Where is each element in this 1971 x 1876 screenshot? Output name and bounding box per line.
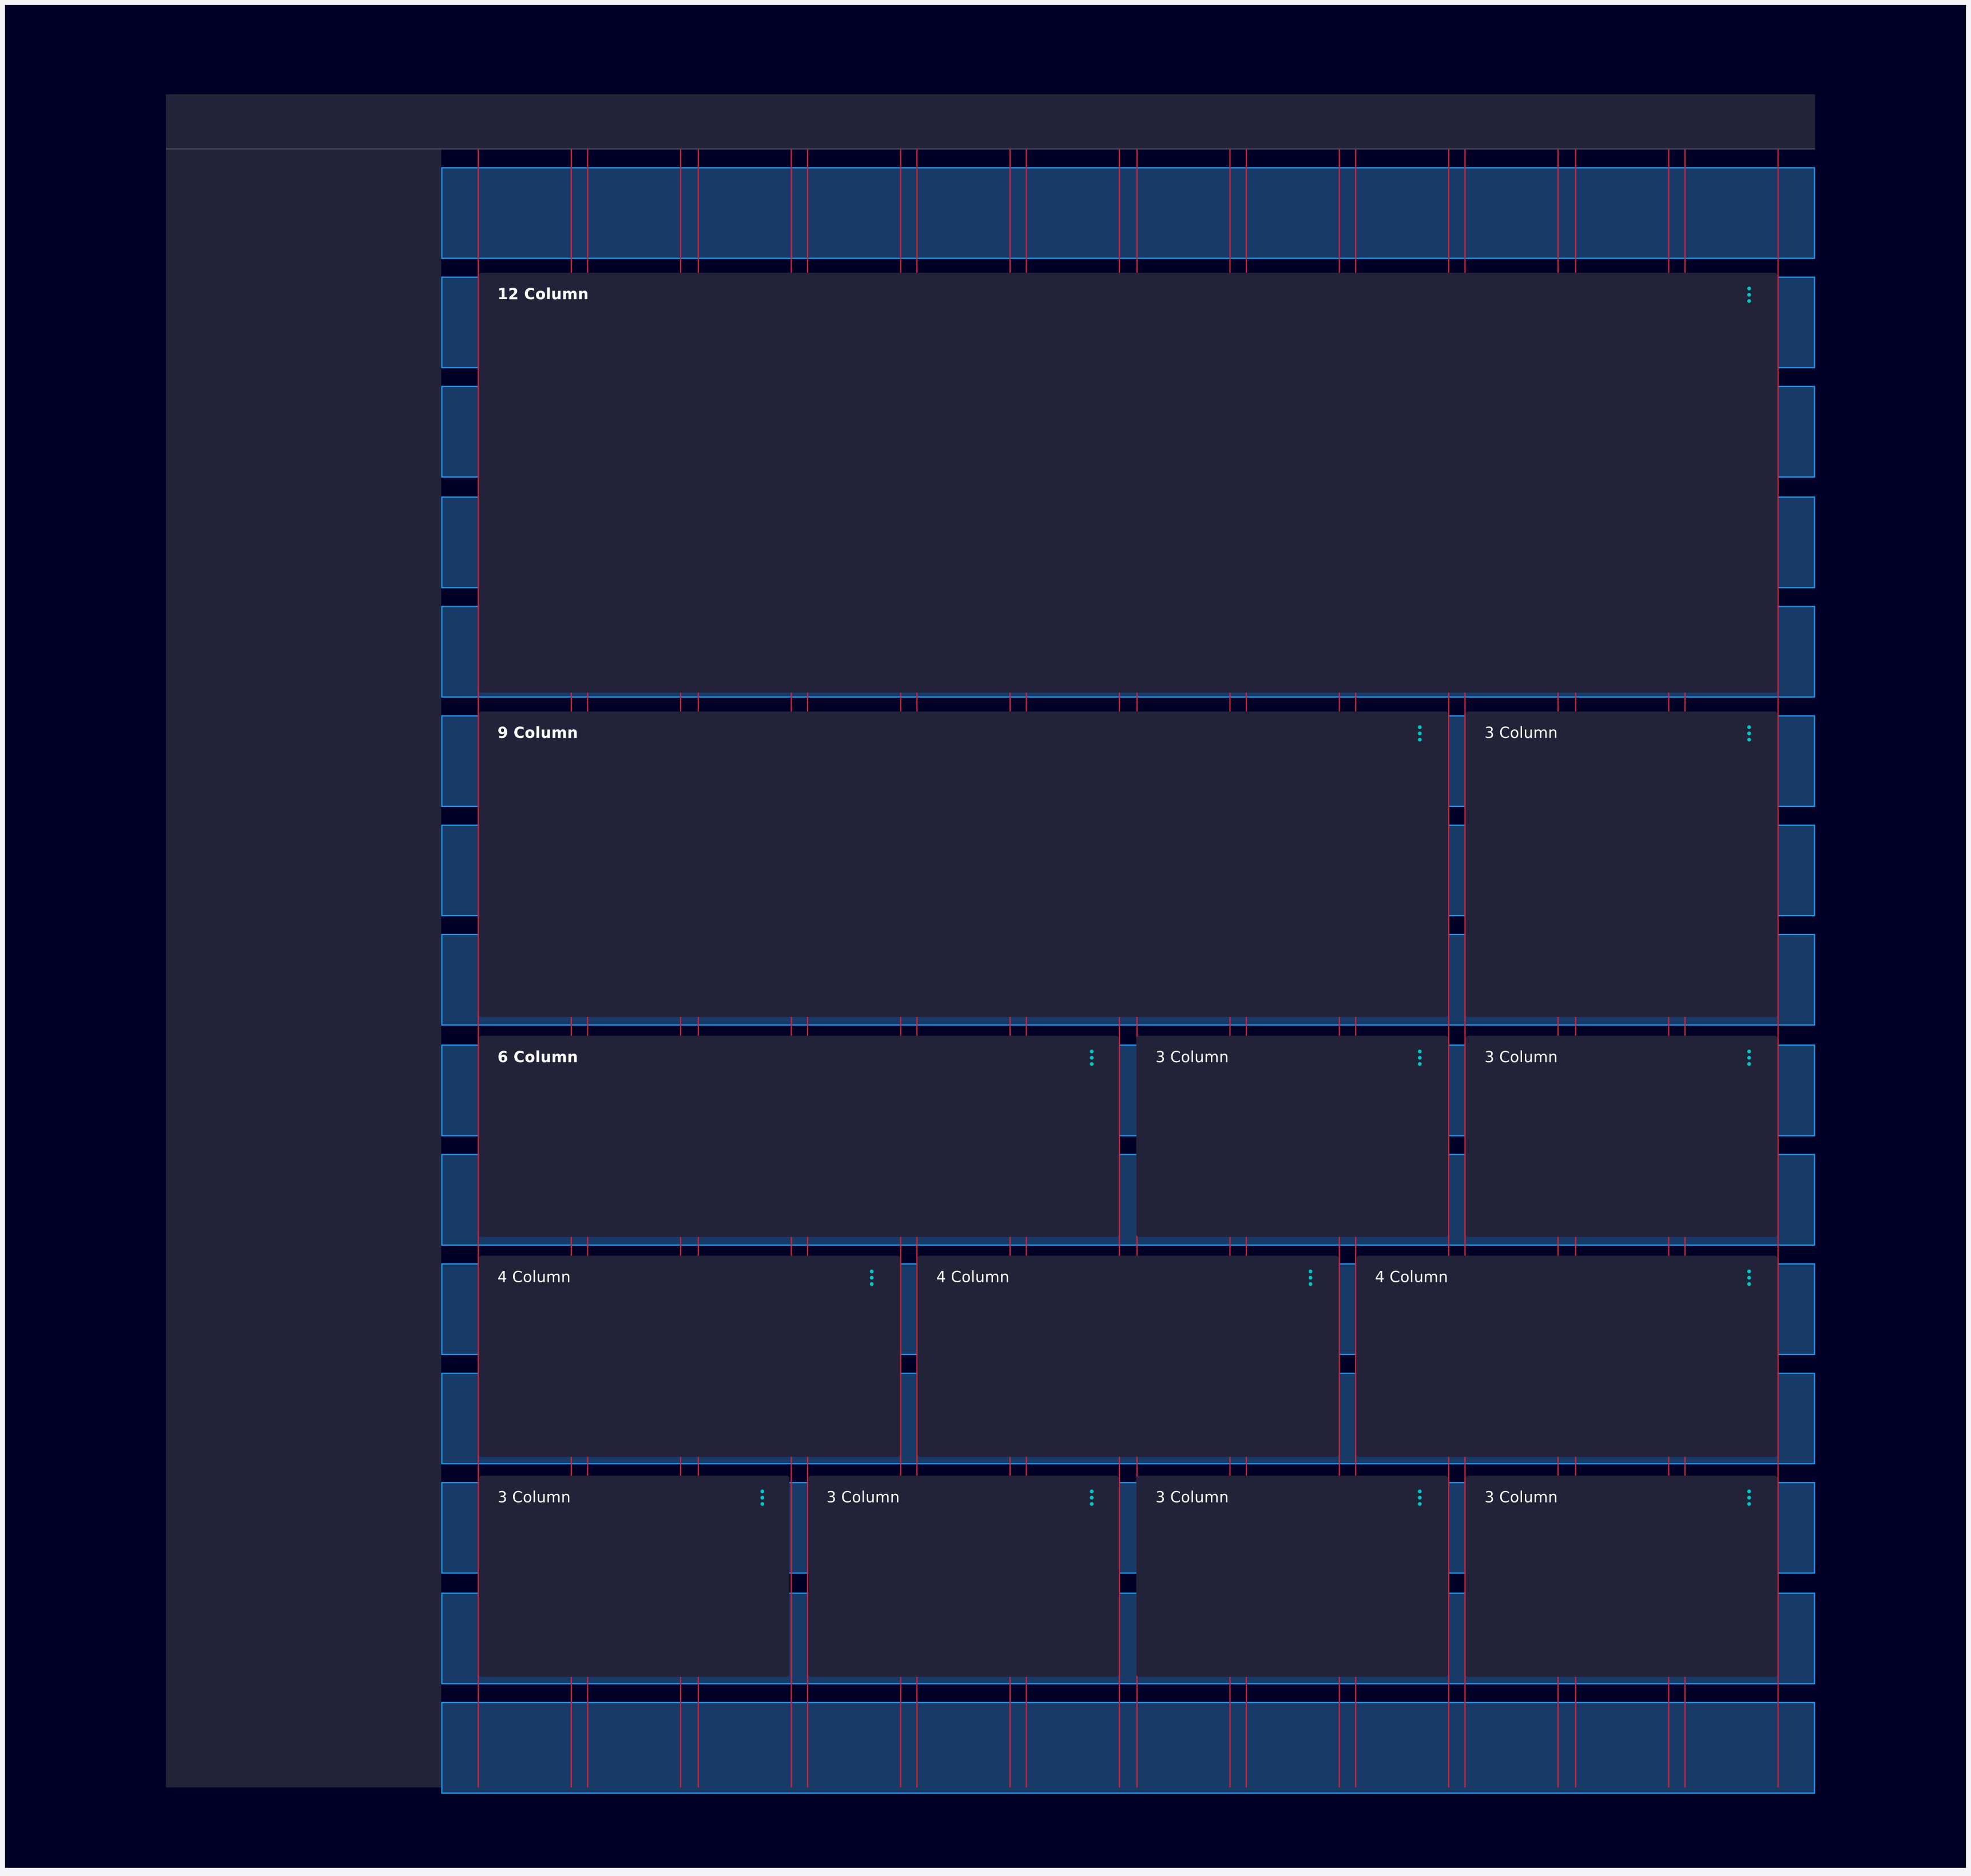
kebab-dot: [1089, 1496, 1094, 1500]
card-3-column: 3 Column: [478, 1476, 790, 1677]
kebab-dot: [1747, 1269, 1751, 1274]
kebab-menu-icon[interactable]: [1089, 1489, 1094, 1507]
kebab-dot: [1747, 725, 1751, 729]
kebab-menu-icon[interactable]: [1747, 725, 1752, 743]
kebab-dot: [1747, 299, 1751, 303]
kebab-dot: [760, 1502, 765, 1506]
card-title: 4 Column: [936, 1268, 1010, 1286]
kebab-dot: [1747, 287, 1751, 291]
kebab-dot: [870, 1269, 874, 1274]
kebab-menu-icon[interactable]: [1747, 1050, 1752, 1067]
kebab-dot: [870, 1282, 874, 1286]
card-title: 3 Column: [1155, 1488, 1229, 1506]
kebab-dot: [1418, 1056, 1422, 1060]
kebab-dot: [1418, 725, 1422, 729]
kebab-menu-icon[interactable]: [1418, 1489, 1423, 1507]
kebab-dot: [1747, 1489, 1751, 1493]
app-header: [166, 94, 1815, 150]
kebab-menu-icon[interactable]: [1418, 725, 1423, 743]
card-3-column: 3 Column: [1136, 1035, 1448, 1237]
kebab-menu-icon[interactable]: [1747, 1269, 1752, 1287]
card-4-column: 4 Column: [917, 1255, 1338, 1457]
kebab-dot: [1747, 1062, 1751, 1066]
card-12-column: 12 Column: [478, 272, 1777, 693]
card-title: 9 Column: [497, 724, 578, 742]
column-guide-line: [1448, 149, 1449, 1788]
card-4-column: 4 Column: [478, 1255, 900, 1457]
card-3-column: 3 Column: [1136, 1476, 1448, 1677]
kebab-dot: [1418, 732, 1422, 736]
kebab-dot: [1747, 293, 1751, 297]
kebab-dot: [1089, 1062, 1094, 1066]
kebab-dot: [1747, 1282, 1751, 1286]
content-grid: 12 Column 9 Column 3 Column 6 Column 3 Colum…: [441, 149, 1815, 1794]
kebab-menu-icon[interactable]: [1747, 287, 1752, 304]
kebab-menu-icon[interactable]: [869, 1269, 875, 1287]
card-title: 3 Column: [1484, 1488, 1558, 1506]
kebab-dot: [1747, 1050, 1751, 1054]
kebab-dot: [1418, 1496, 1422, 1500]
card-title: 4 Column: [497, 1268, 571, 1286]
column-guide-line: [1464, 149, 1467, 1788]
kebab-dot: [1089, 1056, 1094, 1060]
kebab-menu-icon[interactable]: [1089, 1050, 1094, 1067]
kebab-menu-icon[interactable]: [760, 1489, 765, 1507]
card-title: 3 Column: [1484, 1048, 1558, 1066]
kebab-dot: [1747, 1056, 1751, 1060]
canvas-frame: 12 Column 9 Column 3 Column 6 Column 3 Colum…: [5, 5, 1966, 1868]
sidebar: [166, 149, 442, 1788]
grid-row-band: [441, 1702, 1815, 1794]
card-6-column: 6 Column: [478, 1035, 1119, 1237]
card-title: 12 Column: [497, 285, 589, 303]
app-window: 12 Column 9 Column 3 Column 6 Column 3 Colum…: [166, 94, 1815, 1794]
kebab-menu-icon[interactable]: [1308, 1269, 1313, 1287]
card-title: 3 Column: [497, 1488, 571, 1506]
kebab-menu-icon[interactable]: [1418, 1050, 1423, 1067]
kebab-dot: [1309, 1282, 1313, 1286]
kebab-dot: [1747, 1275, 1751, 1280]
card-9-column: 9 Column: [478, 711, 1448, 1017]
kebab-dot: [1747, 732, 1751, 736]
column-guide-line: [478, 149, 479, 1788]
kebab-dot: [1747, 1496, 1751, 1500]
kebab-dot: [1418, 1062, 1422, 1066]
card-3-column: 3 Column: [1465, 1035, 1777, 1237]
card-3-column: 3 Column: [1465, 1476, 1777, 1677]
kebab-dot: [760, 1496, 765, 1500]
kebab-dot: [1418, 738, 1422, 742]
kebab-dot: [1747, 1502, 1751, 1506]
kebab-dot: [870, 1275, 874, 1280]
kebab-dot: [1418, 1050, 1422, 1054]
card-3-column: 3 Column: [808, 1476, 1119, 1677]
card-3-column: 3 Column: [1465, 711, 1777, 1017]
kebab-dot: [1418, 1489, 1422, 1493]
kebab-dot: [760, 1489, 765, 1493]
card-title: 3 Column: [1484, 724, 1558, 742]
kebab-menu-icon[interactable]: [1747, 1489, 1752, 1507]
kebab-dot: [1309, 1275, 1313, 1280]
card-title: 3 Column: [1155, 1048, 1229, 1066]
column-guide-line: [1777, 149, 1779, 1788]
kebab-dot: [1089, 1489, 1094, 1493]
kebab-dot: [1089, 1502, 1094, 1506]
card-title: 6 Column: [497, 1048, 578, 1066]
kebab-dot: [1418, 1502, 1422, 1506]
kebab-dot: [1309, 1269, 1313, 1274]
kebab-dot: [1747, 738, 1751, 742]
grid-row-band: [441, 167, 1815, 259]
card-title: 4 Column: [1374, 1268, 1448, 1286]
card-title: 3 Column: [826, 1488, 900, 1506]
kebab-dot: [1089, 1050, 1094, 1054]
card-4-column: 4 Column: [1356, 1255, 1777, 1457]
